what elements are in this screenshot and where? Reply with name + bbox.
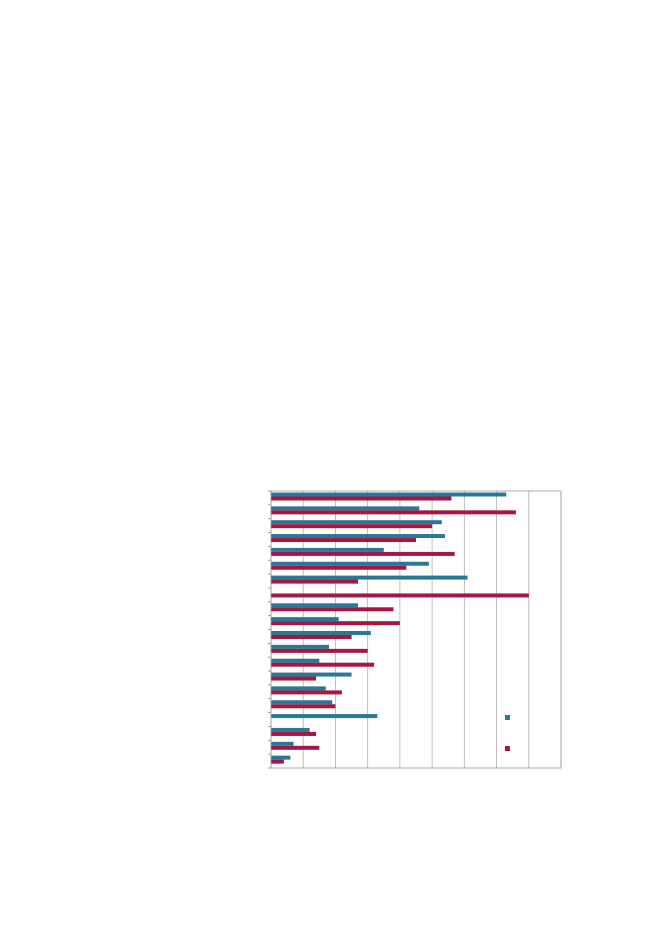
bar [271, 617, 339, 622]
bar [271, 704, 336, 709]
bar [271, 575, 468, 580]
bar [271, 547, 384, 552]
bar [271, 700, 333, 705]
bar [271, 672, 352, 677]
bar [271, 648, 368, 653]
bar [271, 538, 416, 543]
bar [271, 686, 326, 691]
bar [271, 731, 317, 736]
bar [271, 607, 394, 612]
bar [271, 621, 400, 626]
legend-swatch [505, 746, 510, 751]
legend-swatch [505, 715, 510, 720]
bar [271, 741, 294, 746]
bar [271, 520, 442, 525]
bar [271, 759, 284, 764]
bar [271, 492, 507, 497]
plot-frame [270, 490, 562, 769]
bar [271, 524, 433, 529]
bar [271, 631, 371, 635]
bar [271, 690, 342, 695]
bar [271, 755, 291, 760]
bar [271, 506, 420, 511]
bar [271, 565, 407, 570]
bar [271, 658, 320, 663]
bar [271, 635, 352, 639]
bar [271, 662, 375, 667]
bar [271, 593, 529, 598]
bar [271, 510, 516, 515]
bar [271, 561, 429, 566]
bar [271, 745, 320, 750]
bar [271, 496, 452, 501]
bar [271, 603, 358, 608]
bar [271, 579, 358, 584]
bar [271, 714, 378, 719]
bar [271, 644, 329, 649]
bar [271, 727, 310, 732]
bar [271, 551, 455, 556]
bar [271, 676, 317, 681]
bar [271, 534, 445, 539]
